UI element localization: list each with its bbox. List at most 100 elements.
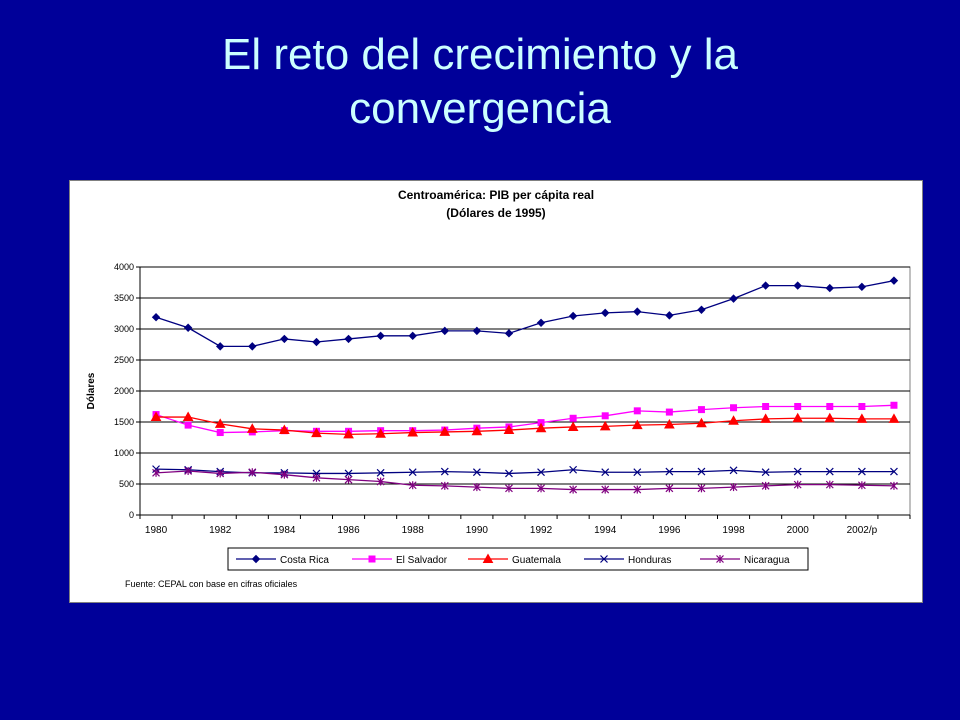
- x-tick-label: 1998: [722, 525, 745, 536]
- data-point-costa-rica: [344, 334, 353, 344]
- data-point-costa-rica: [857, 282, 867, 292]
- data-point-costa-rica: [376, 331, 385, 341]
- legend-label-nicaragua: Nicaragua: [744, 555, 790, 566]
- series-line-guatemala: [156, 416, 894, 436]
- data-point-nicaragua: [376, 477, 385, 486]
- data-point-guatemala: [728, 415, 739, 425]
- y-tick-label: 1500: [114, 417, 134, 427]
- data-point-nicaragua: [408, 481, 417, 490]
- y-tick-label: 500: [119, 479, 134, 489]
- data-point-costa-rica: [889, 276, 899, 285]
- data-point-costa-rica: [697, 305, 706, 314]
- data-point-el-salvador: [184, 421, 192, 429]
- data-point-honduras: [633, 468, 642, 477]
- y-tick-label: 1000: [114, 448, 134, 458]
- source-note: Fuente: CEPAL con base en cifras oficial…: [125, 579, 298, 589]
- data-point-guatemala: [471, 425, 483, 436]
- data-point-costa-rica: [151, 313, 161, 322]
- data-point-costa-rica: [761, 281, 770, 290]
- y-tick-label: 3000: [114, 324, 134, 334]
- data-point-nicaragua: [601, 485, 610, 494]
- data-point-guatemala: [279, 424, 290, 435]
- data-point-honduras: [761, 468, 770, 477]
- data-point-nicaragua: [665, 484, 674, 493]
- data-point-nicaragua: [697, 484, 706, 493]
- data-point-el-salvador: [665, 408, 673, 416]
- data-point-el-salvador: [858, 403, 866, 410]
- data-point-honduras: [569, 465, 578, 474]
- data-point-guatemala: [567, 421, 579, 431]
- slide-title-line-1: El reto del crecimiento y la: [222, 30, 738, 79]
- data-point-guatemala: [150, 411, 162, 422]
- data-point-honduras: [376, 468, 385, 477]
- x-tick-label: 1980: [145, 525, 168, 536]
- data-point-nicaragua: [216, 469, 225, 478]
- data-point-el-salvador: [730, 404, 738, 412]
- data-point-guatemala: [343, 428, 354, 439]
- data-point-el-salvador: [762, 403, 770, 410]
- data-point-nicaragua: [825, 480, 834, 489]
- data-point-nicaragua: [857, 481, 866, 490]
- data-point-el-salvador: [633, 407, 641, 415]
- data-point-el-salvador: [697, 406, 705, 414]
- data-point-guatemala: [311, 427, 322, 438]
- legend-label-honduras: Honduras: [628, 555, 671, 566]
- data-point-guatemala: [503, 424, 515, 435]
- data-point-el-salvador: [826, 403, 834, 410]
- x-tick-label: 1984: [273, 525, 296, 536]
- x-tick-label: 1990: [466, 525, 489, 536]
- x-tick-label: 2000: [787, 525, 810, 536]
- data-point-costa-rica: [183, 323, 193, 332]
- legend-marker-honduras: [600, 555, 608, 563]
- y-tick-label: 3500: [114, 293, 134, 303]
- data-point-nicaragua: [472, 483, 481, 492]
- data-point-costa-rica: [665, 311, 674, 320]
- data-point-guatemala: [535, 422, 547, 433]
- data-point-nicaragua: [729, 483, 738, 492]
- data-point-nicaragua: [440, 481, 449, 490]
- data-point-costa-rica: [216, 342, 225, 351]
- legend-label-el-salvador: El Salvador: [396, 555, 448, 566]
- y-tick-label: 2000: [114, 386, 134, 396]
- data-point-guatemala: [599, 420, 611, 431]
- data-point-costa-rica: [504, 329, 514, 338]
- x-tick-label: 1992: [530, 525, 553, 536]
- slide-title-line-2: convergencia: [349, 84, 611, 133]
- legend-marker-costa-rica: [251, 554, 261, 564]
- data-point-nicaragua: [537, 484, 545, 493]
- data-point-costa-rica: [408, 331, 417, 341]
- data-point-honduras: [793, 467, 802, 476]
- data-point-el-salvador: [601, 412, 609, 420]
- data-point-honduras: [665, 467, 674, 476]
- data-point-nicaragua: [344, 475, 353, 484]
- data-point-honduras: [408, 468, 417, 477]
- data-point-nicaragua: [793, 480, 802, 489]
- data-point-costa-rica: [601, 308, 610, 318]
- data-point-honduras: [344, 469, 353, 478]
- data-point-guatemala: [664, 418, 675, 429]
- data-point-guatemala: [246, 423, 258, 433]
- data-point-costa-rica: [536, 318, 546, 328]
- data-point-guatemala: [439, 426, 451, 436]
- data-point-nicaragua: [312, 473, 321, 482]
- data-point-guatemala: [214, 418, 226, 428]
- data-point-el-salvador: [216, 429, 224, 437]
- data-point-costa-rica: [472, 326, 482, 336]
- data-point-guatemala: [760, 413, 771, 423]
- data-point-honduras: [729, 466, 738, 475]
- data-point-costa-rica: [633, 307, 642, 316]
- data-point-el-salvador: [569, 414, 577, 422]
- data-point-honduras: [601, 468, 610, 477]
- data-point-nicaragua: [280, 470, 289, 479]
- y-tick-label: 4000: [114, 262, 134, 272]
- x-tick-label: 1986: [337, 525, 360, 536]
- x-tick-label: 2002/p: [847, 525, 878, 536]
- data-point-el-salvador: [890, 401, 898, 409]
- data-point-costa-rica: [729, 294, 738, 303]
- line-chart: Centroamérica: PIB per cápita real (Dóla…: [86, 188, 911, 571]
- legend-label-guatemala: Guatemala: [512, 555, 561, 566]
- data-point-honduras: [505, 469, 513, 478]
- data-point-honduras: [890, 467, 898, 476]
- data-point-costa-rica: [248, 342, 257, 351]
- data-point-nicaragua: [152, 468, 160, 477]
